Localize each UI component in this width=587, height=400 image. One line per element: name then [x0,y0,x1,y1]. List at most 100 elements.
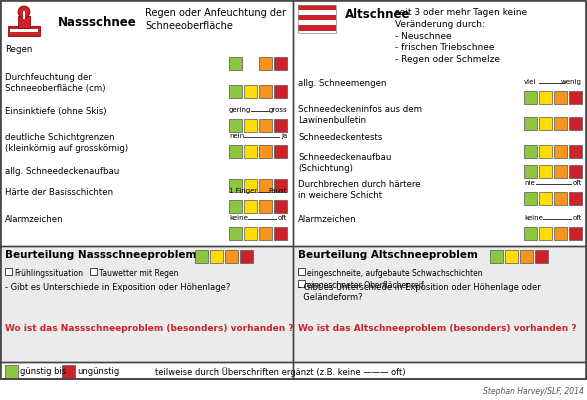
Bar [274,227,287,240]
Bar [229,179,242,192]
Bar [244,227,257,240]
Bar [569,165,582,178]
Bar [240,250,253,263]
Bar [274,57,287,70]
Bar [554,165,567,178]
Text: Durchbrechen durch härtere
in weichere Schicht: Durchbrechen durch härtere in weichere S… [298,180,420,200]
Text: Einsinktiefe (ohne Skis): Einsinktiefe (ohne Skis) [5,107,106,116]
Bar [539,145,552,158]
Bar [569,227,582,240]
Bar [90,268,97,275]
Bar [225,250,238,263]
Bar [524,192,537,205]
Bar [229,200,242,213]
Bar [229,119,242,132]
Bar [244,200,257,213]
Text: - Gibt es Unterschiede in Exposition oder Höhenlage oder
  Geländeform?: - Gibt es Unterschiede in Exposition ode… [298,283,541,302]
Bar [229,227,242,240]
Text: Durchfeuchtung der
Schneeoberfläche (cm): Durchfeuchtung der Schneeoberfläche (cm) [5,73,106,93]
Text: Wo ist das Altschneeproblem (besonders) vorhanden ?: Wo ist das Altschneeproblem (besonders) … [298,324,576,333]
Text: Beurteilung Altschneeproblem: Beurteilung Altschneeproblem [298,250,478,260]
Bar [274,200,287,213]
Text: Härte der Basisschichten: Härte der Basisschichten [5,188,113,197]
Bar [298,5,336,11]
Text: allg. Schneemengen: allg. Schneemengen [298,79,386,88]
Bar [554,117,567,130]
Bar [5,268,12,275]
Text: oft: oft [573,215,582,221]
Bar [195,250,208,263]
Bar [5,365,18,378]
Text: deutliche Schichtgrenzen
(kleinkörnig auf grosskörnig): deutliche Schichtgrenzen (kleinkörnig au… [5,133,128,153]
Text: Beurteilung Nassschneeproblem: Beurteilung Nassschneeproblem [5,250,197,260]
Bar [524,91,537,104]
Bar [298,280,305,287]
Text: keine: keine [229,215,248,221]
Bar [298,25,336,31]
Text: allg. Schneedeckenaufbau: allg. Schneedeckenaufbau [5,167,119,176]
Bar [524,165,537,178]
Text: Frühlingssituation: Frühlingssituation [14,269,83,278]
Text: nein: nein [229,133,244,139]
Bar [1,246,586,362]
Bar [539,192,552,205]
Text: Schneedeckeninfos aus dem
Lawinenbulletin: Schneedeckeninfos aus dem Lawinenbulleti… [298,105,422,125]
Bar [539,117,552,130]
Text: Schneedeckenaufbau
(Schichtung): Schneedeckenaufbau (Schichtung) [298,153,392,173]
Bar [259,227,272,240]
Text: Altschnee: Altschnee [345,8,410,21]
Bar [244,179,257,192]
Bar [62,365,75,378]
Text: ja: ja [281,133,287,139]
Bar [539,91,552,104]
Text: oft: oft [573,180,582,186]
Bar [554,192,567,205]
Bar [259,145,272,158]
Text: eingeschneite, aufgebaute Schwachschichten: eingeschneite, aufgebaute Schwachschicht… [307,269,483,278]
Text: Wo ist das Nassschneeproblem (besonders) vorhanden ?: Wo ist das Nassschneeproblem (besonders)… [5,324,294,333]
Text: Schneedeckentests: Schneedeckentests [298,133,382,142]
Text: eingeschneter Oberflächenreif: eingeschneter Oberflächenreif [307,281,424,290]
Bar [274,119,287,132]
Bar [554,145,567,158]
Bar [554,91,567,104]
Text: - Gibt es Unterschiede in Exposition oder Höhenlage?: - Gibt es Unterschiede in Exposition ode… [5,283,230,292]
Bar [259,85,272,98]
Bar [259,57,272,70]
Bar [244,119,257,132]
Text: ungünstig: ungünstig [77,368,119,376]
Text: oft: oft [278,215,287,221]
Text: seit 3 oder mehr Tagen keine
Veränderung durch:
- Neuschnee
- frischen Triebschn: seit 3 oder mehr Tagen keine Veränderung… [395,8,527,64]
Bar [229,85,242,98]
Text: Alarmzeichen: Alarmzeichen [298,215,357,224]
Text: günstig bis: günstig bis [20,368,66,376]
Bar [539,165,552,178]
Bar [524,145,537,158]
Bar [298,20,336,26]
Bar [1,1,586,246]
Text: Nassschnee: Nassschnee [58,16,137,29]
Bar [298,15,336,21]
Text: wenig: wenig [561,79,582,85]
Bar [505,250,518,263]
Bar [569,145,582,158]
Bar [539,227,552,240]
Bar [569,91,582,104]
Bar [10,29,38,32]
Text: Alarmzeichen: Alarmzeichen [5,215,63,224]
Bar [298,5,336,33]
Text: gross: gross [268,107,287,113]
Bar [274,85,287,98]
Text: gering: gering [229,107,251,113]
Bar [520,250,533,263]
Text: Tauwetter mit Regen: Tauwetter mit Regen [99,269,178,278]
Circle shape [18,6,30,18]
Bar [569,117,582,130]
Bar [18,16,30,28]
Bar [569,192,582,205]
Bar [259,200,272,213]
Bar [298,10,336,16]
Bar [244,145,257,158]
Bar [210,250,223,263]
Text: Faust: Faust [268,188,287,194]
